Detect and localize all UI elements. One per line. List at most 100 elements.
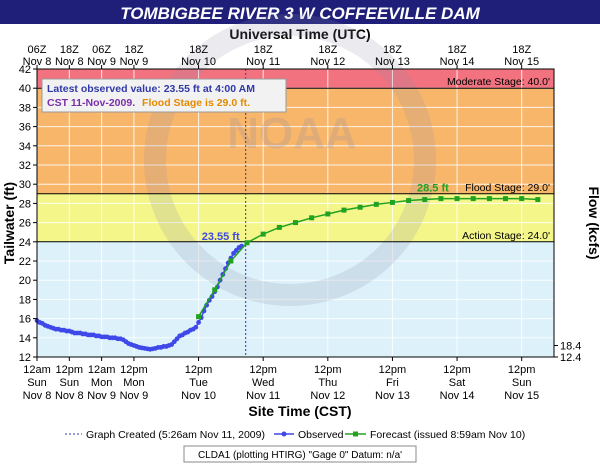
bottom-tick-date: Nov 10 bbox=[181, 390, 216, 402]
footer-box bbox=[183, 445, 417, 463]
bottom-tick-day: Thu bbox=[318, 377, 337, 389]
top-tick-date: Nov 10 bbox=[181, 56, 216, 68]
bottom-tick-day: Fri bbox=[386, 377, 399, 389]
top-tick-date: Nov 13 bbox=[375, 56, 410, 68]
forecast-point bbox=[357, 204, 363, 210]
legend-observed-label: Observed bbox=[298, 429, 344, 441]
forecast-point bbox=[373, 201, 379, 207]
bottom-tick-date: Nov 8 bbox=[23, 390, 52, 402]
legend: Graph Created (5:26am Nov 11, 2009) Obse… bbox=[65, 429, 525, 441]
stage-label: Action Stage: 24.0' bbox=[462, 230, 550, 242]
bottom-axis-title: Site Time (CST) bbox=[248, 403, 351, 419]
bottom-tick-date: Nov 9 bbox=[87, 390, 116, 402]
forecast-point bbox=[438, 196, 444, 202]
bottom-tick-label: 12pm bbox=[56, 364, 84, 376]
bottom-tick-label: 12pm bbox=[508, 364, 536, 376]
bottom-tick-date: Nov 11 bbox=[246, 390, 280, 402]
y-tick-label: 16 bbox=[19, 314, 31, 326]
data-series bbox=[34, 196, 541, 352]
chart-title: TOMBIGBEE RIVER 3 W COFFEEVILLE DAM bbox=[120, 4, 480, 23]
forecast-point bbox=[212, 287, 218, 293]
y-tick-label: 20 bbox=[19, 275, 31, 287]
top-tick-label: 18Z bbox=[60, 44, 79, 56]
right-axis-title: Flow (kcfs) bbox=[586, 186, 600, 259]
observed-point bbox=[193, 324, 199, 330]
bottom-tick-day: Mon bbox=[91, 377, 112, 389]
stage-label: Moderate Stage: 40.0' bbox=[447, 76, 550, 88]
y-tick-label: 40 bbox=[19, 83, 31, 95]
forecast-point bbox=[470, 196, 476, 202]
forecast-point bbox=[389, 199, 395, 205]
bottom-tick-date: Nov 12 bbox=[310, 390, 345, 402]
bottom-tick-date: Nov 15 bbox=[504, 390, 539, 402]
forecast-point bbox=[276, 224, 282, 230]
top-tick-label: 18Z bbox=[383, 44, 402, 56]
y-tick-label: 30 bbox=[19, 179, 31, 191]
info-line-1: Latest observed value: 23.55 ft at 4:00 … bbox=[47, 83, 255, 95]
bottom-tick-label: 12pm bbox=[443, 364, 471, 376]
noaa-watermark: NOAA bbox=[144, 14, 436, 306]
top-tick-label: 06Z bbox=[92, 44, 111, 56]
forecast-point bbox=[309, 215, 315, 221]
legend-forecast-label: Forecast (issued 8:59am Nov 10) bbox=[370, 429, 525, 441]
observed-value-label: 23.55 ft bbox=[202, 231, 240, 243]
top-tick-date: Nov 15 bbox=[504, 56, 539, 68]
bottom-tick-day: Mon bbox=[123, 377, 144, 389]
info-box-bg bbox=[41, 78, 287, 113]
title-banner bbox=[0, 0, 600, 24]
forecast-point bbox=[406, 198, 412, 204]
forecast-point bbox=[293, 220, 298, 226]
flow-tick-label: 18.4 bbox=[560, 340, 581, 352]
top-tick-label: 18Z bbox=[189, 44, 208, 56]
stage-label: Flood Stage: 29.0' bbox=[465, 182, 550, 194]
bottom-tick-date: Nov 14 bbox=[440, 390, 475, 402]
forecast-point bbox=[196, 314, 202, 320]
bottom-tick-label: 12pm bbox=[249, 364, 277, 376]
y-tick-label: 24 bbox=[19, 237, 31, 249]
top-tick-label: 06Z bbox=[28, 44, 47, 56]
bottom-tick-day: Sat bbox=[449, 377, 466, 389]
top-tick-date: Nov 9 bbox=[87, 56, 116, 68]
top-tick-label: 18Z bbox=[512, 44, 531, 56]
y-tick-label: 38 bbox=[19, 102, 31, 114]
forecast-point bbox=[325, 211, 331, 217]
top-tick-date: Nov 14 bbox=[440, 56, 475, 68]
top-tick-date: Nov 11 bbox=[246, 56, 280, 68]
bottom-tick-day: Sun bbox=[512, 377, 532, 389]
bottom-tick-label: 12pm bbox=[185, 364, 213, 376]
plot-frame bbox=[36, 68, 555, 358]
y-tick-label: 34 bbox=[19, 141, 31, 153]
svg-text:CST 11-Nov-2009. Flood S: CST 11-Nov-2009. Flood Stage is 29.0 ft. bbox=[47, 97, 250, 109]
y-tick-label: 36 bbox=[19, 122, 31, 134]
forecast-point bbox=[486, 196, 492, 202]
footer-text: CLDA1 (plotting HTIRG) "Gage 0" Datum: n… bbox=[198, 450, 402, 461]
bottom-tick-label: 12pm bbox=[120, 364, 148, 376]
top-tick-date: Nov 8 bbox=[23, 56, 52, 68]
info-line-2a: CST 11-Nov-2009. bbox=[47, 97, 135, 109]
y-tick-label: 12 bbox=[19, 352, 31, 364]
top-axis-title: Universal Time (UTC) bbox=[229, 26, 370, 42]
top-tick-date: Nov 9 bbox=[120, 56, 149, 68]
watermark-text: NOAA bbox=[227, 109, 357, 158]
observed-point bbox=[196, 320, 201, 325]
y-tick-label: 28 bbox=[19, 198, 31, 210]
y-tick-label: 18 bbox=[19, 294, 31, 306]
bottom-tick-date: Nov 13 bbox=[375, 390, 410, 402]
top-tick-date: Nov 12 bbox=[310, 56, 345, 68]
y-tick-label: 22 bbox=[19, 256, 31, 268]
bottom-tick-date: Nov 8 bbox=[55, 390, 84, 402]
bottom-tick-day: Wed bbox=[252, 377, 274, 389]
forecast-point bbox=[503, 196, 509, 202]
forecast-peak-label: 28.5 ft bbox=[417, 183, 449, 195]
flow-tick-label: 12.4 bbox=[560, 352, 581, 364]
bottom-tick-label: 12pm bbox=[314, 364, 342, 376]
forecast-point bbox=[519, 196, 525, 202]
bottom-tick-label: 12pm bbox=[379, 364, 407, 376]
bottom-tick-date: Nov 9 bbox=[120, 390, 149, 402]
forecast-point bbox=[260, 231, 266, 237]
bottom-tick-label: 12am bbox=[23, 364, 51, 376]
top-tick-label: 18Z bbox=[318, 44, 337, 56]
y-tick-label: 42 bbox=[19, 64, 31, 76]
